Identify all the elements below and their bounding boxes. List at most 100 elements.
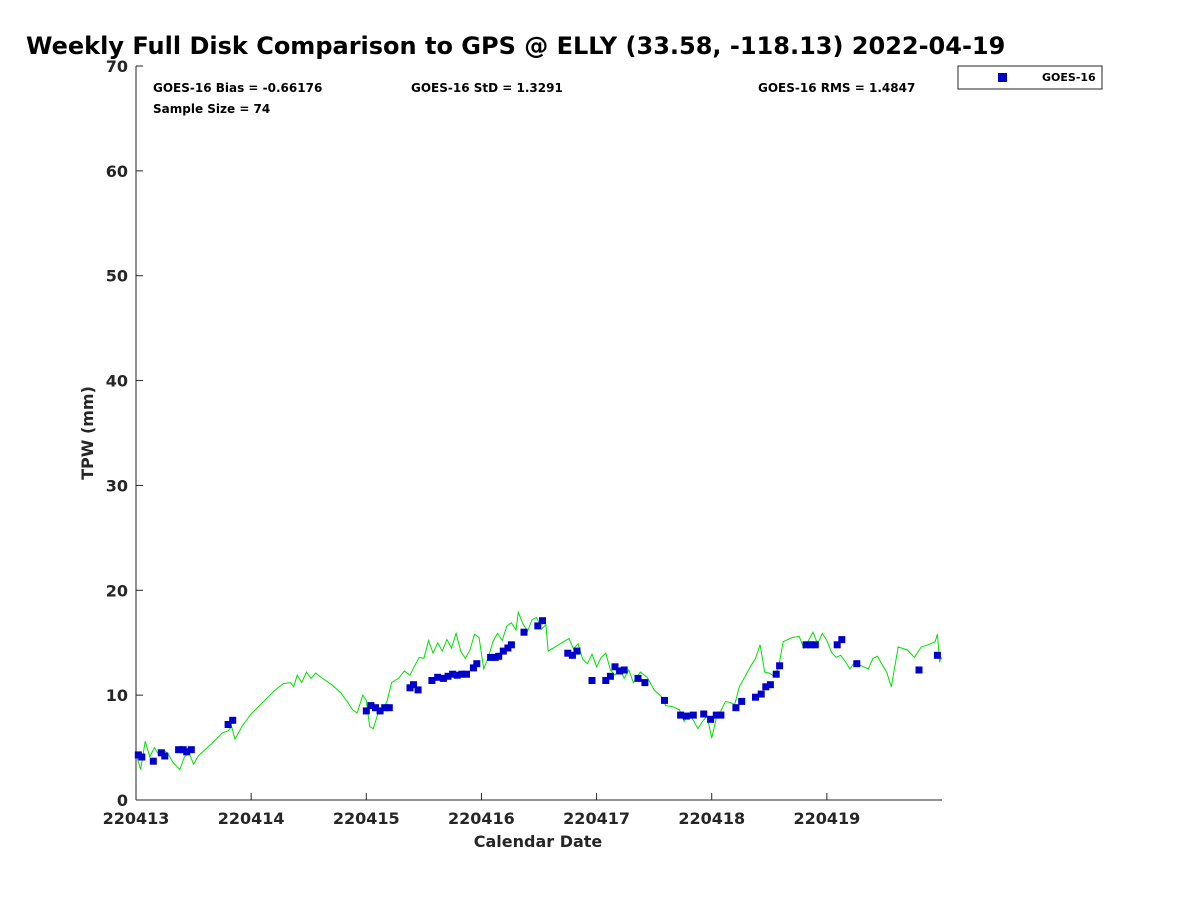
goes16-point <box>495 652 503 660</box>
goes16-point <box>620 666 628 674</box>
goes16-point <box>738 697 746 705</box>
x-tick-label: 220418 <box>678 809 745 828</box>
goes16-point <box>439 674 447 682</box>
goes16-point <box>732 704 740 712</box>
goes16-point <box>717 711 725 719</box>
goes16-point <box>833 641 841 649</box>
goes16-point <box>161 752 169 760</box>
legend-label-goes16: GOES-16 <box>1042 71 1096 84</box>
goes16-point <box>473 660 481 668</box>
goes16-point <box>376 707 384 715</box>
goes16-point <box>677 711 685 719</box>
goes16-point <box>428 677 436 684</box>
goes16-point <box>838 636 846 644</box>
goes16-point <box>776 662 784 670</box>
goes16-point <box>752 693 759 701</box>
goes16-point <box>802 641 810 649</box>
y-ticks: 0 10 20 30 40 50 60 70 <box>106 57 143 810</box>
x-tick-label: 220417 <box>563 809 630 828</box>
goes16-point <box>689 711 697 719</box>
goes16-point <box>183 748 191 756</box>
y-tick-label: 0 <box>117 791 128 810</box>
goes16-point <box>853 660 861 668</box>
goes16-point <box>606 672 614 680</box>
goes16-point <box>410 681 417 689</box>
goes16-point <box>434 673 442 681</box>
x-tick-label: 220413 <box>103 809 170 828</box>
goes16-point <box>187 746 195 754</box>
legend-marker <box>998 73 1007 82</box>
goes16-point <box>933 651 941 659</box>
goes16-point <box>588 677 596 684</box>
goes16-point <box>700 710 708 718</box>
x-ticks: 220413 220414 220415 220416 220417 220418 2204… <box>103 793 860 828</box>
rms-stat: GOES-16 RMS = 1.4847 <box>758 81 915 95</box>
goes16-point <box>766 681 774 689</box>
goes16-point <box>534 622 542 630</box>
goes16-point <box>385 704 393 712</box>
y-tick-label: 40 <box>106 372 128 391</box>
goes16-point <box>469 664 477 672</box>
goes16-point <box>712 711 720 719</box>
y-tick-label: 20 <box>106 581 128 600</box>
x-tick-label: 220414 <box>218 809 285 828</box>
sample-size-stat: Sample Size = 74 <box>153 102 270 116</box>
bias-stat: GOES-16 Bias = -0.66176 <box>153 81 322 95</box>
x-axis-label: Calendar Date <box>474 832 603 851</box>
goes16-point <box>707 715 715 723</box>
goes16-point <box>138 753 146 761</box>
plot-area: 0 10 20 30 40 50 60 70 220413 220414 220415 220416… <box>103 57 943 828</box>
x-tick-label: 220416 <box>448 809 515 828</box>
goes16-point <box>641 679 649 687</box>
goes16-point <box>463 670 470 678</box>
legend: GOES-16 <box>957 65 1103 90</box>
goes16-point <box>414 686 422 694</box>
goes16-point <box>568 651 576 659</box>
y-tick-label: 60 <box>106 162 128 181</box>
gps-tpw-line <box>135 610 943 771</box>
legend-box <box>957 65 1103 90</box>
goes16-point <box>229 716 237 724</box>
goes16-point <box>499 647 507 655</box>
goes16-point <box>449 670 457 678</box>
goes16-point <box>175 746 183 754</box>
goes16-point <box>682 712 690 720</box>
goes16-point <box>811 641 819 649</box>
goes16-point <box>616 667 624 675</box>
goes16-point <box>149 757 157 765</box>
y-tick-label: 50 <box>106 267 128 286</box>
x-tick-label: 220415 <box>333 809 400 828</box>
goes16-point <box>487 653 495 661</box>
goes16-point <box>224 721 232 728</box>
goes16-point <box>381 704 389 712</box>
goes16-point <box>444 672 452 680</box>
goes16-point <box>362 707 370 715</box>
goes16-point <box>762 683 770 691</box>
y-tick-label: 30 <box>106 476 128 495</box>
goes16-point <box>507 641 515 649</box>
y-axis-label: TPW (mm) <box>78 386 97 480</box>
goes16-point <box>573 647 581 655</box>
series-layer <box>134 610 943 771</box>
goes16-point <box>661 696 668 704</box>
goes16-point <box>539 617 546 625</box>
y-tick-label: 70 <box>106 57 128 76</box>
goes16-point <box>757 690 765 698</box>
goes16-point <box>372 704 379 712</box>
chart-title: Weekly Full Disk Comparison to GPS @ ELL… <box>26 32 1005 60</box>
goes16-point <box>915 666 923 674</box>
y-tick-label: 10 <box>106 686 128 705</box>
x-tick-label: 220419 <box>793 809 860 828</box>
goes16-point <box>520 628 528 636</box>
goes16-point <box>458 670 466 678</box>
std-stat: GOES-16 StD = 1.3291 <box>411 81 563 95</box>
goes16-point <box>453 671 461 679</box>
goes16-point <box>807 641 815 649</box>
goes16-point <box>367 702 375 710</box>
goes16-point <box>772 670 780 678</box>
goes16-point <box>634 674 642 682</box>
goes16-point <box>611 663 619 671</box>
goes16-point <box>602 677 610 684</box>
goes16-point <box>564 649 572 657</box>
